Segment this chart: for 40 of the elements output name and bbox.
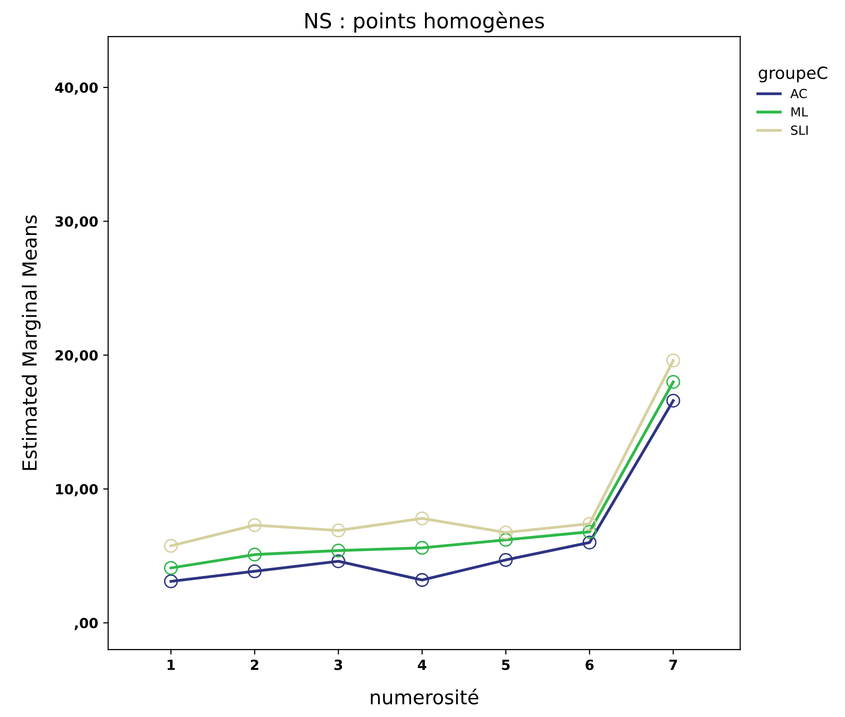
x-tick-label: 5 <box>502 660 510 670</box>
point <box>164 574 178 588</box>
y-tick-label: 40,00 <box>55 82 98 95</box>
legend-label: ML <box>792 107 808 116</box>
point <box>248 564 262 578</box>
x-axis-title: numerosité <box>370 688 478 704</box>
point <box>582 524 596 539</box>
x-tick-label: 4 <box>418 660 426 670</box>
point <box>415 573 430 587</box>
point <box>415 511 430 526</box>
x-tick-label: 7 <box>669 660 677 670</box>
legend-title: groupeC <box>758 66 828 82</box>
point <box>415 540 430 555</box>
y-tick-label: ,00 <box>74 618 98 630</box>
x-tick-label: 1 <box>168 660 175 670</box>
x-tick-label: 3 <box>334 660 342 670</box>
point <box>248 548 262 562</box>
point <box>666 394 680 408</box>
point <box>331 544 346 558</box>
point <box>498 552 513 567</box>
point <box>582 536 596 550</box>
point <box>582 516 596 531</box>
y-axis-title: Estimated Marginal Means <box>22 215 41 470</box>
point <box>666 354 680 368</box>
x-tick-label: 2 <box>250 660 258 670</box>
chart-title: NS : points homogènes <box>305 12 544 33</box>
point <box>498 526 513 540</box>
legend-label: AC <box>790 88 807 98</box>
legend-label: SLI <box>791 126 808 135</box>
point <box>331 554 346 568</box>
point <box>164 538 178 553</box>
y-tick-label: 20,00 <box>56 350 98 362</box>
point <box>248 518 262 532</box>
point <box>164 561 178 575</box>
x-tick-label: 6 <box>586 660 594 670</box>
point <box>331 524 346 538</box>
y-tick-label: 30,00 <box>55 216 98 229</box>
point <box>666 374 680 389</box>
y-tick-label: 10,00 <box>56 484 98 496</box>
point <box>498 532 513 547</box>
